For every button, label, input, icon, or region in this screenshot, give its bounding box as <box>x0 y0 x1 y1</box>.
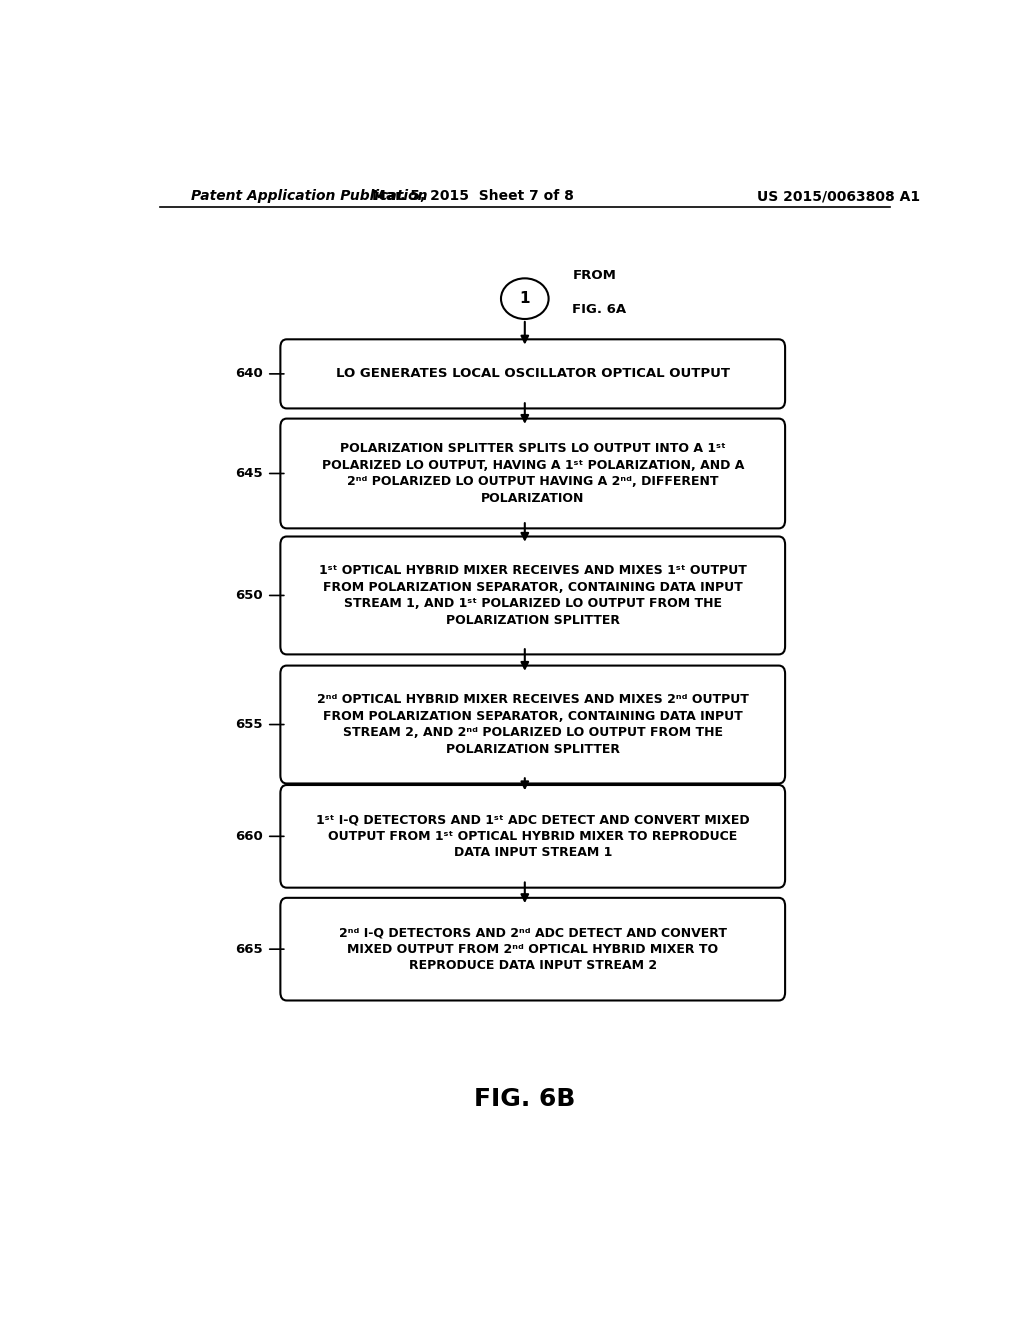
Text: FIG. 6B: FIG. 6B <box>474 1086 575 1110</box>
Text: 660: 660 <box>236 830 263 843</box>
Text: 2ⁿᵈ I-Q DETECTORS AND 2ⁿᵈ ADC DETECT AND CONVERT
MIXED OUTPUT FROM 2ⁿᵈ OPTICAL H: 2ⁿᵈ I-Q DETECTORS AND 2ⁿᵈ ADC DETECT AND… <box>339 927 727 972</box>
Text: 2ⁿᵈ OPTICAL HYBRID MIXER RECEIVES AND MIXES 2ⁿᵈ OUTPUT
FROM POLARIZATION SEPARAT: 2ⁿᵈ OPTICAL HYBRID MIXER RECEIVES AND MI… <box>316 693 749 756</box>
Text: 640: 640 <box>236 367 263 380</box>
Text: 1ˢᵗ OPTICAL HYBRID MIXER RECEIVES AND MIXES 1ˢᵗ OUTPUT
FROM POLARIZATION SEPARAT: 1ˢᵗ OPTICAL HYBRID MIXER RECEIVES AND MI… <box>318 564 746 627</box>
Text: 645: 645 <box>236 467 263 480</box>
Text: Mar. 5, 2015  Sheet 7 of 8: Mar. 5, 2015 Sheet 7 of 8 <box>373 189 574 203</box>
Text: 665: 665 <box>236 942 263 956</box>
Text: FIG. 6A: FIG. 6A <box>572 302 627 315</box>
Text: FROM: FROM <box>572 269 616 282</box>
Text: POLARIZATION SPLITTER SPLITS LO OUTPUT INTO A 1ˢᵗ
POLARIZED LO OUTPUT, HAVING A : POLARIZATION SPLITTER SPLITS LO OUTPUT I… <box>322 442 743 504</box>
Text: Patent Application Publication: Patent Application Publication <box>191 189 428 203</box>
FancyBboxPatch shape <box>281 536 785 655</box>
FancyBboxPatch shape <box>281 898 785 1001</box>
FancyBboxPatch shape <box>281 785 785 887</box>
Text: 650: 650 <box>236 589 263 602</box>
Text: 1ˢᵗ I-Q DETECTORS AND 1ˢᵗ ADC DETECT AND CONVERT MIXED
OUTPUT FROM 1ˢᵗ OPTICAL H: 1ˢᵗ I-Q DETECTORS AND 1ˢᵗ ADC DETECT AND… <box>316 813 750 859</box>
Text: LO GENERATES LOCAL OSCILLATOR OPTICAL OUTPUT: LO GENERATES LOCAL OSCILLATOR OPTICAL OU… <box>336 367 730 380</box>
FancyBboxPatch shape <box>281 665 785 784</box>
Text: 655: 655 <box>236 718 263 731</box>
FancyBboxPatch shape <box>281 418 785 528</box>
Text: 1: 1 <box>519 292 530 306</box>
FancyBboxPatch shape <box>281 339 785 408</box>
Text: US 2015/0063808 A1: US 2015/0063808 A1 <box>757 189 920 203</box>
